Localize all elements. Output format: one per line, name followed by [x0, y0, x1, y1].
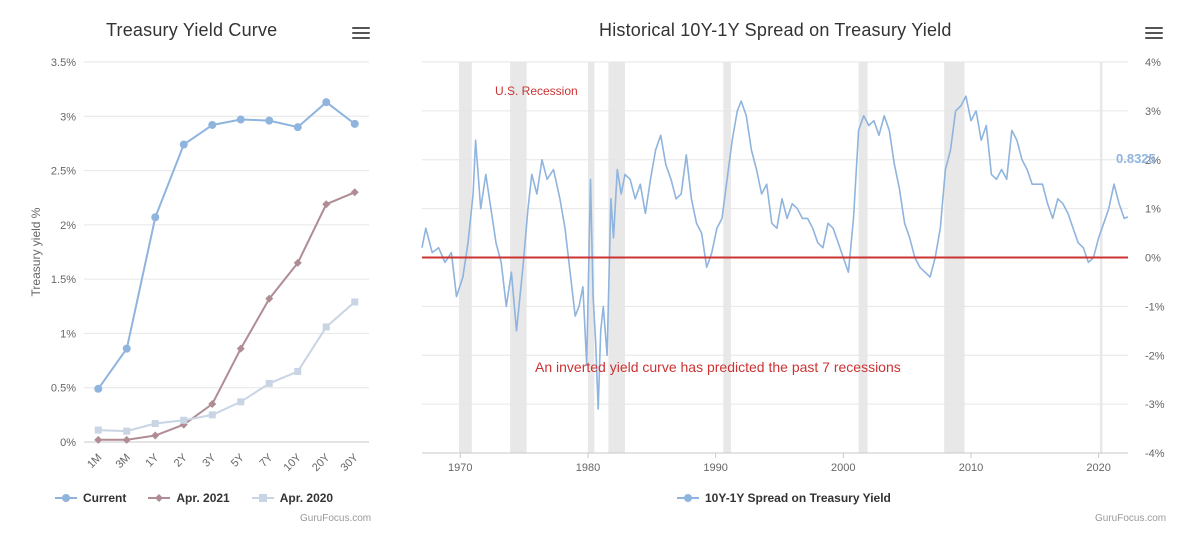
data-point [236, 115, 245, 124]
data-point [122, 435, 131, 444]
x-tick-label: 1980 [576, 462, 600, 474]
data-point [94, 426, 102, 434]
data-point [293, 123, 302, 132]
legend-label-apr-2021: Apr. 2021 [176, 491, 230, 505]
legend-item-apr-2020[interactable]: Apr. 2020 [251, 491, 334, 505]
y-tick-label: 1.5% [51, 274, 76, 286]
data-point [94, 384, 103, 393]
series-line [97, 100, 356, 390]
data-point [208, 120, 217, 129]
data-point [179, 140, 188, 149]
data-point [122, 344, 131, 353]
data-point [294, 367, 302, 375]
spread-history-panel: Historical 10Y-1Y Spread on Treasury Yie… [385, 0, 1200, 541]
x-tick-label: 2Y [172, 451, 190, 469]
treasury-yield-curve-panel: Treasury Yield Curve 0% 0.5% 1% 1.5% 2% 2.5% 3… [0, 0, 385, 541]
legend-marker-spread [677, 494, 699, 502]
x-tick-label: 2000 [831, 462, 855, 474]
series-line [98, 191, 356, 441]
x-tick-label: 2020 [1086, 462, 1110, 474]
chart-credit: GuruFocus.com [1095, 513, 1167, 524]
x-tick-label: 30Y [339, 451, 362, 474]
data-point [350, 188, 359, 197]
data-point [237, 398, 245, 406]
chart-title: Historical 10Y-1Y Spread on Treasury Yie… [599, 20, 952, 40]
data-point [236, 344, 245, 353]
y-tick-label: 2% [1145, 155, 1161, 167]
y-tick-label: 1% [1145, 204, 1161, 216]
x-tick-label: 3M [114, 452, 133, 471]
chart-credit: GuruFocus.com [300, 513, 372, 524]
x-tick-label: 1M [85, 452, 104, 471]
chart-title: Treasury Yield Curve [106, 20, 278, 40]
y-tick-label: 0% [1145, 253, 1161, 265]
y-axis-label: Treasury yield % [29, 207, 43, 296]
chart-menu-icon[interactable] [352, 27, 370, 41]
chart-menu-icon[interactable] [1145, 27, 1163, 41]
data-point [351, 298, 359, 306]
y-tick-label: 2% [60, 220, 76, 232]
data-point [322, 98, 331, 107]
data-point [180, 416, 188, 424]
y-tick-label: 3% [60, 111, 76, 123]
x-tick-label: 3Y [200, 451, 218, 469]
data-point [208, 400, 217, 408]
legend-label-spread: 10Y-1Y Spread on Treasury Yield [705, 491, 891, 505]
legend-marker-apr-2020 [251, 494, 274, 502]
data-point [265, 116, 274, 125]
x-tick-label: 1990 [703, 462, 727, 474]
x-tick-label: 1Y [143, 451, 161, 469]
data-point [265, 379, 273, 387]
y-tick-label: -2% [1145, 350, 1165, 362]
data-point [322, 323, 330, 331]
y-tick-label: 0.5% [51, 383, 76, 395]
x-tick-label: 5Y [229, 451, 247, 469]
x-tick-label: 2010 [959, 462, 983, 474]
series-line [98, 301, 356, 433]
legend-item-apr-2021[interactable]: Apr. 2021 [148, 491, 230, 505]
y-tick-label: 3% [1145, 106, 1161, 118]
y-tick-label: -3% [1145, 399, 1165, 411]
yield-curve-chart: 0% 0.5% 1% 1.5% 2% 2.5% 3% 3.5% 1M 3M 1Y 2Y 3Y 5Y 7Y 10… [29, 57, 369, 474]
data-point [151, 431, 160, 440]
y-tick-label: 0% [60, 437, 76, 449]
data-point [94, 435, 103, 444]
x-tick-label: 20Y [310, 451, 333, 474]
legend-item-current[interactable]: Current [55, 491, 126, 505]
data-point [265, 294, 274, 303]
y-tick-label: 4% [1145, 57, 1161, 69]
legend-item-spread[interactable]: 10Y-1Y Spread on Treasury Yield [677, 491, 891, 505]
x-tick-label: 10Y [282, 451, 305, 474]
data-point [293, 258, 302, 267]
x-tick-label: 7Y [257, 451, 275, 469]
legend-marker-current [55, 494, 77, 502]
chart-legend: Current Apr. 2021 Apr. 2020 [55, 491, 333, 505]
data-point [151, 420, 159, 428]
last-value-label: 0.8325 [1116, 151, 1156, 166]
legend-label-apr-2020: Apr. 2020 [279, 491, 334, 505]
legend-marker-apr-2021 [148, 494, 171, 502]
data-point [322, 200, 331, 209]
spread-chart: -4% -3% -2% -1% 0% 1% 2% 3% 4% 1970 1980 1990 2000 20… [421, 57, 1165, 474]
recession-label: U.S. Recession [495, 84, 578, 98]
data-point [151, 213, 160, 222]
inverted-curve-annotation: An inverted yield curve has predicted th… [535, 359, 901, 375]
spread-series-line [421, 95, 1129, 410]
legend-label-current: Current [83, 491, 127, 505]
y-tick-label: 1% [60, 328, 76, 340]
data-point [123, 427, 131, 435]
y-tick-label: 2.5% [51, 166, 76, 178]
chart-legend: 10Y-1Y Spread on Treasury Yield [677, 491, 891, 505]
data-point [350, 119, 359, 128]
y-tick-label: -4% [1145, 448, 1165, 460]
y-tick-label: -1% [1145, 301, 1165, 313]
x-tick-label: 1970 [448, 462, 472, 474]
y-tick-label: 3.5% [51, 57, 76, 69]
data-point [208, 411, 216, 419]
